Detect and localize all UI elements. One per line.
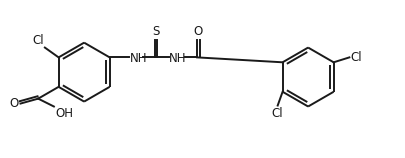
Text: NH: NH [168,52,185,65]
Text: Cl: Cl [32,34,44,47]
Text: NH: NH [130,52,147,65]
Text: Cl: Cl [271,107,283,121]
Text: O: O [193,25,202,38]
Text: O: O [9,97,19,110]
Text: Cl: Cl [350,51,361,64]
Text: S: S [152,25,159,38]
Text: OH: OH [55,107,73,121]
